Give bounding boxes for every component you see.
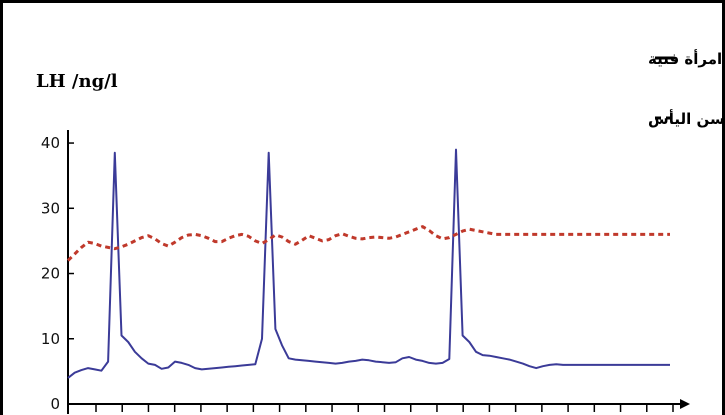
y-tick-label: 40: [41, 134, 60, 152]
y-axis-label: LH /ng/l: [36, 71, 118, 92]
series-line-young: [67, 148, 670, 379]
y-tick-label: 30: [41, 199, 60, 217]
y-tick-label: 0: [50, 395, 60, 413]
y-tick-label: 10: [41, 330, 60, 348]
series-line-menopause: [66, 225, 670, 262]
y-tick-label: 20: [41, 265, 60, 283]
legend-label-menopause: امرأة في سن اليأس: [648, 109, 725, 128]
x-axis-arrow: [680, 399, 690, 409]
y-axis: 0 10 20 30 40: [41, 130, 74, 414]
legend-label-young: امرأة فتية: [648, 49, 722, 68]
x-axis: [68, 399, 690, 412]
legend: امرأة فتية امرأة في سن اليأس: [648, 49, 725, 128]
chart-marks: [66, 148, 670, 379]
